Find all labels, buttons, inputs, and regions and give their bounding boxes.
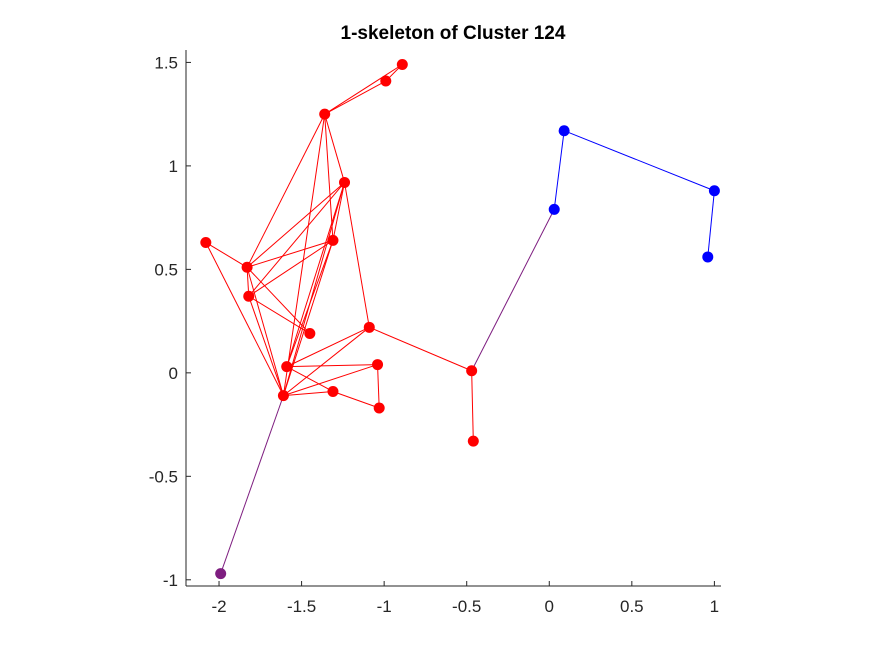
node-8 [304,328,316,340]
edge-4-6 [205,242,248,268]
edge-7-13 [248,296,284,396]
edge-5-7 [248,239,334,297]
node-18 [558,125,570,137]
node-21 [215,568,227,580]
node-20 [702,251,714,263]
edge-17-18 [553,130,565,210]
edge-12-17 [471,209,555,371]
edge-3-10 [286,182,345,367]
edge-14-15 [332,390,380,409]
edge-9-12 [369,326,472,372]
edge-0-2 [324,64,403,115]
edge-5-6 [246,239,334,268]
edge-4-13 [205,242,284,396]
x-tick-label: -1 [377,597,392,616]
node-10 [281,361,293,373]
node-12 [466,365,478,377]
edge-13-14 [283,390,334,397]
edge-2-13 [282,114,326,396]
edge-3-7 [248,182,345,297]
node-6 [241,261,253,273]
edge-10-11 [286,364,378,368]
x-tick-label: 0 [545,597,554,616]
y-tick-label: 0.5 [154,260,178,279]
edge-5-13 [282,240,334,396]
node-14 [327,385,339,397]
node-4 [200,236,212,248]
y-tick-label: 1 [169,157,178,176]
x-tick-label: 1 [710,597,719,616]
y-tick-label: -1 [163,571,178,590]
edge-1-2 [324,80,387,115]
x-tick-label: -1.5 [287,597,316,616]
edge-10-14 [286,366,334,392]
edge-7-8 [248,295,311,334]
edge-9-10 [286,326,370,368]
y-tick-label: 0 [169,364,178,383]
axes: -2 -1.5 -1 -0.5 0 0.5 1 -1 -0.5 0 0.5 1 1.5 [149,50,721,616]
node-0 [396,58,408,70]
edge-6-13 [246,267,284,396]
node-15 [373,402,385,414]
edge-19-20 [707,190,715,257]
x-tick-label: -2 [211,597,226,616]
x-tick-label: -0.5 [452,597,481,616]
edge-12-16 [471,370,474,442]
edge-5-10 [286,240,334,367]
node-19 [708,185,720,197]
edge-6-8 [246,266,311,334]
y-tick-label: 1.5 [154,53,178,72]
edge-3-5 [332,182,346,241]
edge-2-3 [324,114,345,183]
node-17 [548,203,560,215]
node-16 [467,435,479,447]
x-tick-label: 0.5 [620,597,644,616]
node-11 [372,359,384,371]
edge-3-13 [282,182,345,396]
y-tick-label: -0.5 [149,467,178,486]
node-9 [363,321,375,333]
edge-9-13 [283,326,370,396]
edge-2-6 [246,113,326,268]
edge-3-9 [344,182,370,328]
chart-title: 1-skeleton of Cluster 124 [341,23,566,44]
node-2 [319,108,331,120]
edge-2-5 [324,114,334,241]
edge-layer [205,64,715,574]
node-13 [277,390,289,402]
edge-11-13 [283,364,378,397]
edge-13-21 [220,395,284,574]
edge-3-6 [246,182,345,268]
node-layer [200,58,720,580]
node-3 [339,176,351,188]
edge-11-15 [377,364,380,409]
node-5 [327,234,339,246]
edge-18-19 [563,130,715,192]
node-1 [380,75,392,87]
node-7 [243,290,255,302]
